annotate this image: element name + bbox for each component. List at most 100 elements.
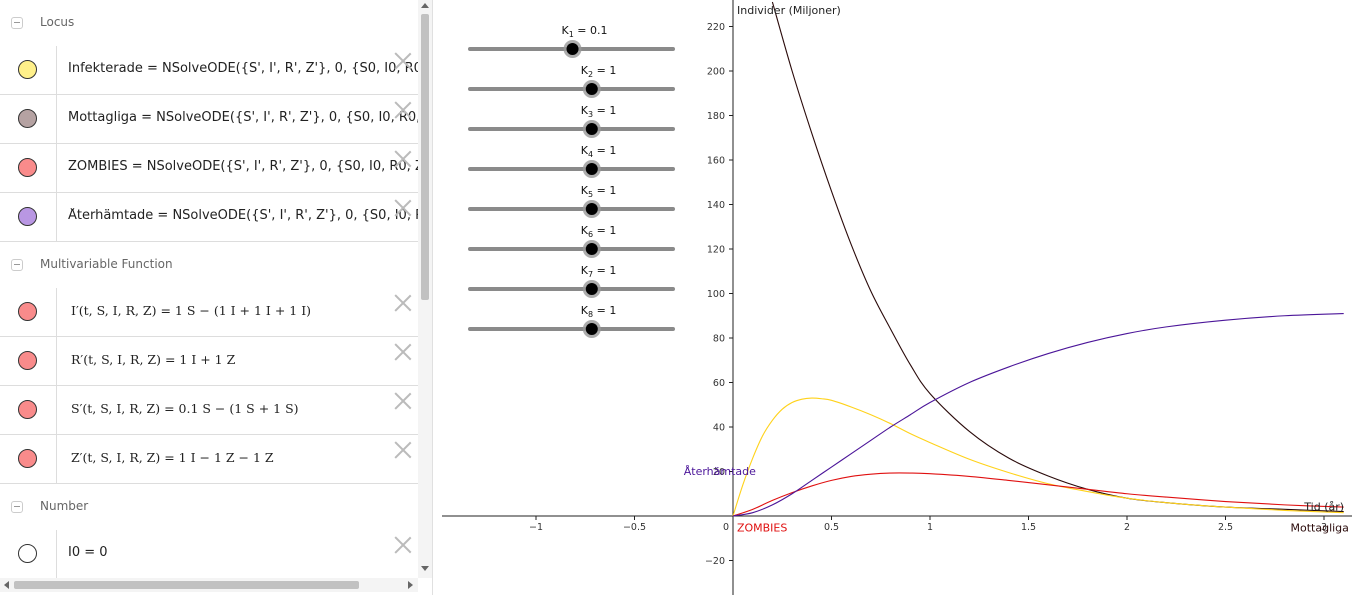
slider-knob[interactable] [585, 243, 598, 255]
delete-icon[interactable] [394, 52, 412, 70]
algebra-item[interactable]: S′(t, S, I, R, Z) = 0.1 S − (1 S + 1 S) [0, 386, 418, 435]
slider-knob[interactable] [585, 123, 598, 135]
vertical-scroll-thumb[interactable] [421, 14, 429, 300]
slider-k3[interactable]: K3 = 1 [468, 104, 675, 138]
visibility-toggle-cell [0, 337, 57, 385]
slider-knob[interactable] [566, 43, 579, 55]
slider-knob[interactable] [585, 283, 598, 295]
delete-icon[interactable] [394, 441, 412, 459]
horizontal-scrollbar[interactable] [0, 578, 418, 592]
visibility-toggle-cell [0, 193, 57, 241]
curve-3 [732, 312, 1344, 517]
horizontal-scroll-thumb[interactable] [14, 581, 359, 589]
algebra-expression[interactable]: Infekterade = NSolveODE({S', I', R', Z'}… [68, 61, 418, 76]
section-header[interactable]: Locus [0, 0, 418, 47]
algebra-view[interactable]: Locus Infekterade = NSolveODE({S', I', R'… [0, 0, 432, 595]
algebra-expression[interactable]: Mottagliga = NSolveODE({S', I', R', Z'},… [68, 110, 418, 125]
slider-group[interactable]: K1 = 0.1 K2 = 1 K3 = 1 K4 = 1 K5 = 1 K6 = 1 K7… [468, 24, 675, 338]
slider-label: K7 = 1 [581, 264, 617, 279]
delete-icon[interactable] [394, 343, 412, 361]
curves [732, 1, 1344, 517]
slider-label: K1 = 0.1 [562, 24, 608, 39]
x-tick-label: 2 [1124, 522, 1130, 533]
slider-label: K5 = 1 [581, 184, 617, 199]
curve-label: Tid (år) [1303, 500, 1344, 513]
algebra-expression[interactable]: Z′(t, S, I, R, Z) = 1 I − 1 Z − 1 Z [71, 450, 274, 465]
y-tick-label: 120 [707, 245, 725, 256]
slider-label: K6 = 1 [581, 224, 617, 239]
view-divider[interactable] [432, 0, 442, 595]
x-tick-label: 2.5 [1218, 522, 1233, 533]
collapse-icon[interactable] [11, 501, 23, 513]
visibility-marble-icon[interactable] [18, 544, 37, 563]
delete-icon[interactable] [394, 199, 412, 217]
scroll-left-arrow-icon[interactable] [4, 581, 9, 589]
collapse-icon[interactable] [11, 17, 23, 29]
algebra-item[interactable]: I0 = 0 [0, 530, 418, 579]
section-header[interactable]: Number [0, 484, 418, 531]
scroll-right-arrow-icon[interactable] [408, 581, 413, 589]
algebra-item[interactable]: Återhämtade = NSolveODE({S', I', R', Z'}… [0, 193, 418, 242]
algebra-item[interactable]: Mottagliga = NSolveODE({S', I', R', Z'},… [0, 95, 418, 144]
visibility-marble-icon[interactable] [18, 158, 37, 177]
y-tick-label: −20 [705, 556, 725, 567]
visibility-toggle-cell [0, 144, 57, 192]
collapse-icon[interactable] [11, 259, 23, 271]
slider-knob[interactable] [585, 163, 598, 175]
slider-k6[interactable]: K6 = 1 [468, 224, 675, 258]
slider-knob[interactable] [585, 83, 598, 95]
algebra-expression[interactable]: R′(t, S, I, R, Z) = 1 I + 1 Z [71, 352, 236, 367]
slider-k8[interactable]: K8 = 1 [468, 304, 675, 338]
slider-label: K2 = 1 [581, 64, 617, 79]
algebra-item[interactable]: ZOMBIES = NSolveODE({S', I', R', Z'}, 0,… [0, 144, 418, 193]
scroll-down-arrow-icon[interactable] [421, 566, 429, 571]
visibility-marble-icon[interactable] [18, 109, 37, 128]
visibility-marble-icon[interactable] [18, 302, 37, 321]
delete-icon[interactable] [394, 294, 412, 312]
visibility-marble-icon[interactable] [18, 207, 37, 226]
curve-label: Återhämtade [684, 465, 756, 478]
slider-k1[interactable]: K1 = 0.1 [468, 24, 675, 58]
y-tick-label: 140 [707, 200, 725, 211]
x-tick-label: 0 [723, 522, 729, 533]
delete-icon[interactable] [394, 101, 412, 119]
x-tick-label: 1 [927, 522, 933, 533]
visibility-marble-icon[interactable] [18, 400, 37, 419]
slider-k4[interactable]: K4 = 1 [468, 144, 675, 178]
delete-icon[interactable] [394, 150, 412, 168]
section-title: Locus [40, 15, 75, 29]
visibility-toggle-cell [0, 95, 57, 143]
algebra-item[interactable]: Infekterade = NSolveODE({S', I', R', Z'}… [0, 46, 418, 95]
slider-knob[interactable] [585, 203, 598, 215]
delete-icon[interactable] [394, 536, 412, 554]
algebra-item[interactable]: I′(t, S, I, R, Z) = 1 S − (1 I + 1 I + 1… [0, 288, 418, 337]
slider-k5[interactable]: K5 = 1 [468, 184, 675, 218]
section-header[interactable]: Multivariable Function [0, 242, 418, 289]
curve-label: ZOMBIES [737, 522, 787, 535]
y-axis-label: Individer (Miljoner) [737, 4, 841, 17]
visibility-marble-icon[interactable] [18, 449, 37, 468]
x-tick-label: 3 [1321, 522, 1327, 533]
scroll-up-arrow-icon[interactable] [421, 3, 429, 8]
curve-2 [732, 472, 1344, 517]
algebra-expression[interactable]: I0 = 0 [68, 545, 108, 560]
visibility-marble-icon[interactable] [18, 60, 37, 79]
slider-knob[interactable] [585, 323, 598, 335]
visibility-marble-icon[interactable] [18, 351, 37, 370]
vertical-scrollbar[interactable] [418, 0, 432, 578]
delete-icon[interactable] [394, 392, 412, 410]
algebra-expression[interactable]: Återhämtade = NSolveODE({S', I', R', Z'}… [68, 208, 418, 223]
algebra-item[interactable]: Z′(t, S, I, R, Z) = 1 I − 1 Z − 1 Z [0, 435, 418, 484]
visibility-toggle-cell [0, 288, 57, 336]
y-tick-label: 100 [707, 289, 725, 300]
algebra-expression[interactable]: I′(t, S, I, R, Z) = 1 S − (1 I + 1 I + 1… [71, 303, 312, 318]
algebra-expression[interactable]: S′(t, S, I, R, Z) = 0.1 S − (1 S + 1 S) [71, 401, 299, 416]
visibility-toggle-cell [0, 530, 57, 578]
algebra-item[interactable]: R′(t, S, I, R, Z) = 1 I + 1 Z [0, 337, 418, 386]
slider-k2[interactable]: K2 = 1 [468, 64, 675, 98]
y-tick-label: 200 [707, 67, 725, 78]
algebra-expression[interactable]: ZOMBIES = NSolveODE({S', I', R', Z'}, 0,… [68, 159, 418, 174]
visibility-toggle-cell [0, 435, 57, 483]
slider-k7[interactable]: K7 = 1 [468, 264, 675, 298]
